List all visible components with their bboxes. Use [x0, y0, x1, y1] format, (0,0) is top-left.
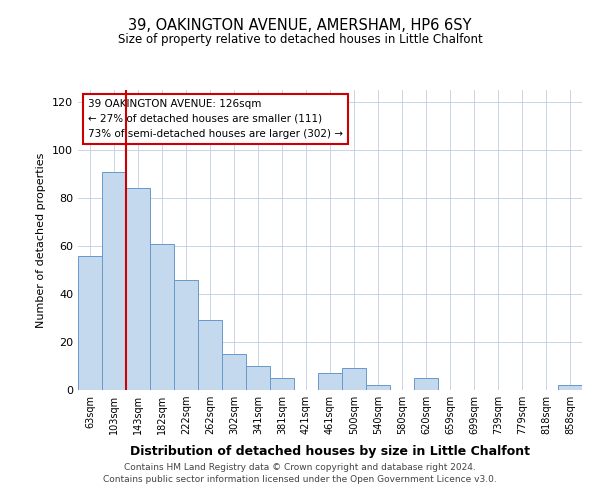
Bar: [150, 244, 174, 390]
Bar: [102, 172, 126, 390]
Bar: [198, 320, 222, 390]
Bar: [558, 385, 582, 390]
Text: Contains public sector information licensed under the Open Government Licence v3: Contains public sector information licen…: [103, 475, 497, 484]
Text: Size of property relative to detached houses in Little Chalfont: Size of property relative to detached ho…: [118, 32, 482, 46]
Bar: [342, 368, 366, 390]
Bar: [318, 373, 342, 390]
Bar: [78, 256, 102, 390]
Bar: [126, 188, 150, 390]
Bar: [246, 366, 270, 390]
Y-axis label: Number of detached properties: Number of detached properties: [37, 152, 46, 328]
Bar: [270, 378, 294, 390]
Text: 39, OAKINGTON AVENUE, AMERSHAM, HP6 6SY: 39, OAKINGTON AVENUE, AMERSHAM, HP6 6SY: [128, 18, 472, 32]
X-axis label: Distribution of detached houses by size in Little Chalfont: Distribution of detached houses by size …: [130, 446, 530, 458]
Text: Contains HM Land Registry data © Crown copyright and database right 2024.: Contains HM Land Registry data © Crown c…: [124, 464, 476, 472]
Bar: [366, 385, 390, 390]
Bar: [174, 280, 198, 390]
Bar: [414, 378, 438, 390]
Bar: [222, 354, 246, 390]
Text: 39 OAKINGTON AVENUE: 126sqm
← 27% of detached houses are smaller (111)
73% of se: 39 OAKINGTON AVENUE: 126sqm ← 27% of det…: [88, 99, 343, 138]
